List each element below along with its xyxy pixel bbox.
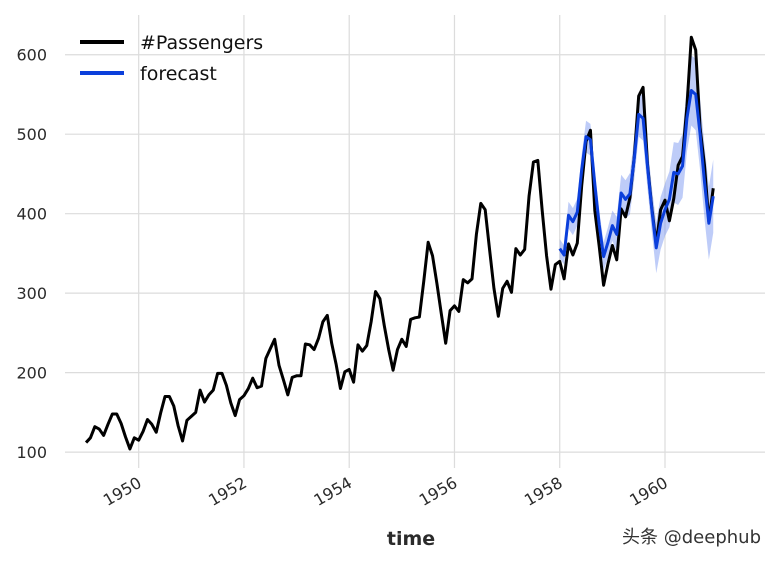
watermark: 头条 @deephub (622, 527, 761, 548)
y-tick-label: 200 (16, 364, 47, 383)
y-tick-label: 100 (16, 443, 47, 462)
y-tick-label: 600 (16, 46, 47, 65)
y-tick-label: 500 (16, 125, 47, 144)
y-axis-ticks: 100 200 300 400 500 600 (16, 46, 47, 462)
x-tick-label: 1958 (521, 473, 566, 510)
forecast-line (558, 89, 715, 259)
x-tick-label: 1960 (626, 473, 671, 510)
series-line-layer (84, 35, 715, 451)
x-axis-title: time (387, 528, 435, 550)
x-tick-label: 1956 (416, 473, 461, 510)
grid (65, 15, 765, 468)
x-tick-label: 1950 (100, 473, 145, 510)
legend-passengers-label: #Passengers (140, 32, 263, 54)
x-tick-label: 1954 (310, 473, 355, 510)
legend: #Passengers forecast (80, 32, 263, 85)
y-tick-label: 400 (16, 205, 47, 224)
passengers-line (84, 35, 715, 451)
legend-forecast-label: forecast (140, 63, 217, 85)
x-axis-ticks: 1950 1952 1954 1956 1958 1960 (100, 473, 671, 510)
y-tick-label: 300 (16, 284, 47, 303)
x-tick-label: 1952 (205, 473, 250, 510)
